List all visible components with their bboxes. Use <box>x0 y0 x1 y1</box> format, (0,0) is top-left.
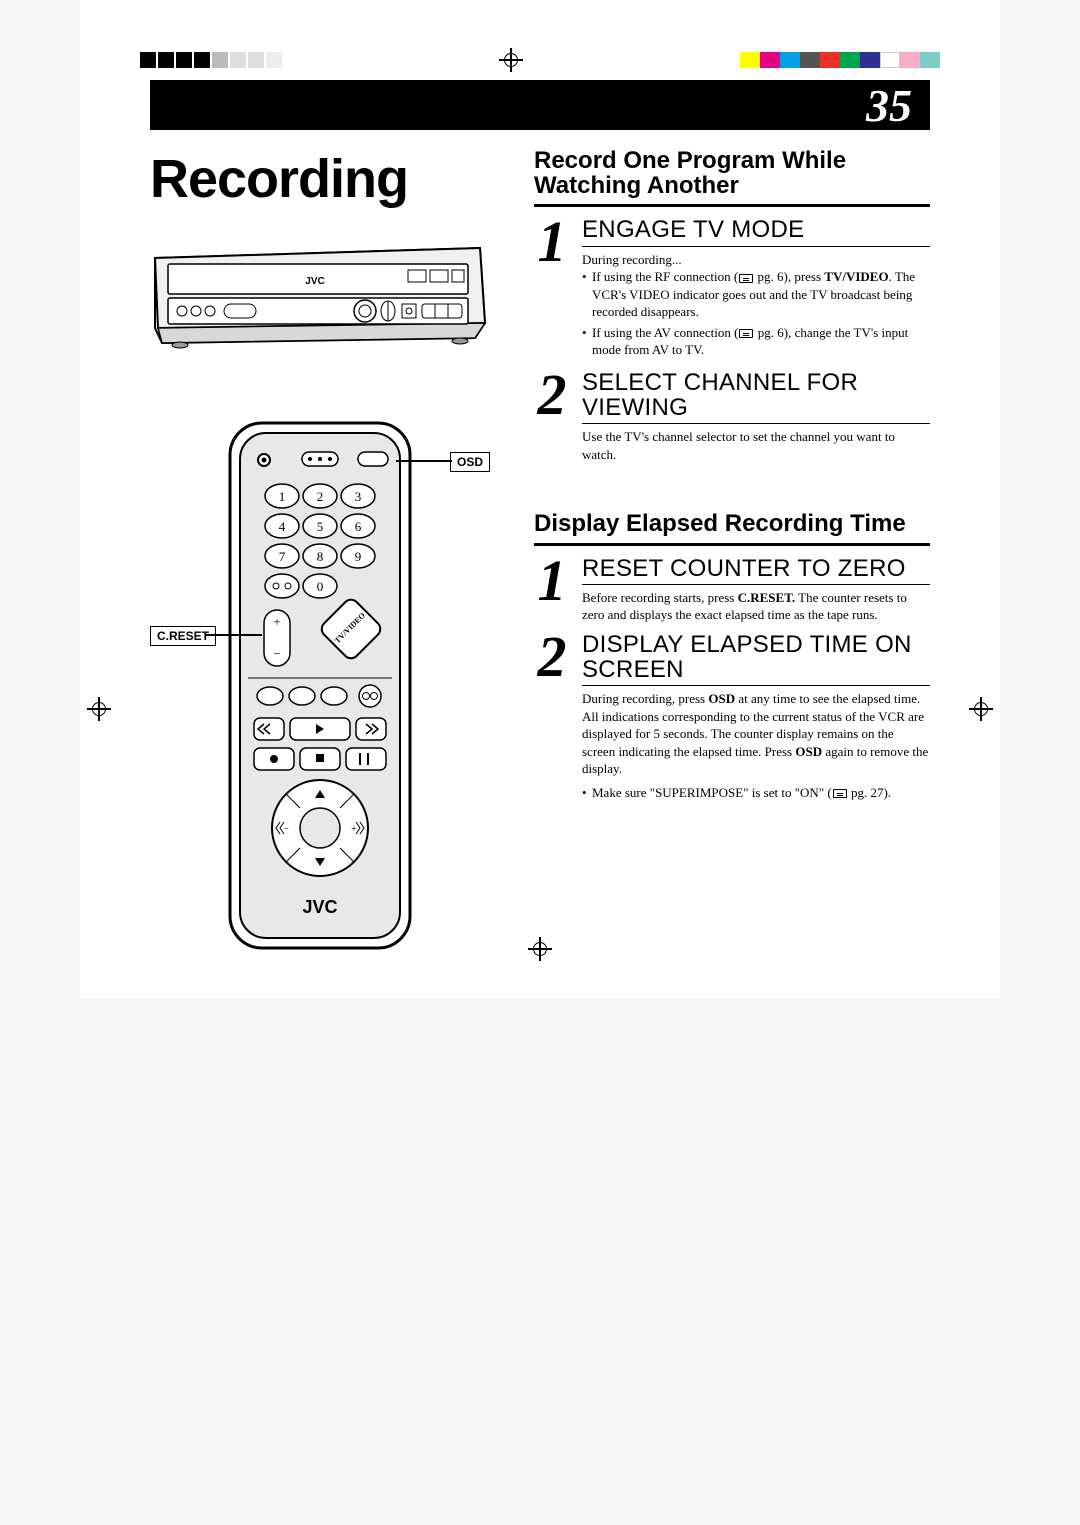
right-column: Record One Program While Watching Anothe… <box>534 148 930 958</box>
manual-page: 35 Recording JVC <box>80 0 1000 998</box>
step-title: DISPLAY ELAPSED TIME ON SCREEN <box>582 632 930 686</box>
header-bar: 35 <box>150 80 930 130</box>
crosshair-icon <box>80 940 1000 958</box>
step-number: 2 <box>534 632 570 805</box>
svg-text:6: 6 <box>355 519 362 534</box>
step-title: ENGAGE TV MODE <box>582 217 930 246</box>
step-text: During recording... If using the RF conn… <box>582 251 930 359</box>
page-ref-icon <box>739 329 753 338</box>
callout-line <box>206 634 262 636</box>
section-heading: Display Elapsed Recording Time <box>534 511 930 545</box>
step: 2 SELECT CHANNEL FOR VIEWING Use the TV'… <box>534 370 930 463</box>
step-text: During recording, press OSD at any time … <box>582 690 930 801</box>
step: 2 DISPLAY ELAPSED TIME ON SCREEN During … <box>534 632 930 805</box>
crosshair-icon <box>90 700 108 718</box>
content-area: Recording JVC <box>150 148 930 958</box>
svg-text:JVC: JVC <box>305 276 324 287</box>
step-number: 2 <box>534 370 570 463</box>
page-number: 35 <box>866 79 912 132</box>
bullet-item: Make sure "SUPERIMPOSE" is set to "ON" (… <box>582 784 930 802</box>
step-title: SELECT CHANNEL FOR VIEWING <box>582 370 930 424</box>
svg-text:0: 0 <box>317 579 324 594</box>
svg-text:8: 8 <box>317 549 324 564</box>
left-column: Recording JVC <box>150 148 510 958</box>
callout-line <box>396 460 452 462</box>
step-number: 1 <box>534 556 570 624</box>
svg-text:1: 1 <box>279 489 286 504</box>
page-ref-icon <box>833 789 847 798</box>
svg-text:+: + <box>273 614 280 629</box>
svg-text:2: 2 <box>317 489 324 504</box>
page-title: Recording <box>150 148 510 210</box>
brand-label: JVC <box>302 897 337 917</box>
step-number: 1 <box>534 217 570 361</box>
section-heading: Record One Program While Watching Anothe… <box>534 148 930 207</box>
grayscale-bar <box>140 52 282 68</box>
svg-text:9: 9 <box>355 549 362 564</box>
step: 1 RESET COUNTER TO ZERO Before recording… <box>534 556 930 624</box>
bullet-item: If using the AV connection ( pg. 6), cha… <box>582 324 930 359</box>
svg-text:3: 3 <box>355 489 362 504</box>
step-title: RESET COUNTER TO ZERO <box>582 556 930 585</box>
callout-osd: OSD <box>450 452 490 472</box>
svg-text:−: − <box>273 646 280 661</box>
crosshair-icon <box>502 51 520 69</box>
step: 1 ENGAGE TV MODE During recording... If … <box>534 217 930 361</box>
page-ref-icon <box>739 274 753 283</box>
step-text: Before recording starts, press C.RESET. … <box>582 589 930 624</box>
crosshair-icon <box>972 700 990 718</box>
bullet-item: If using the RF connection ( pg. 6), pre… <box>582 268 930 321</box>
vcr-illustration: JVC <box>150 228 490 358</box>
svg-text:5: 5 <box>317 519 324 534</box>
color-bar <box>740 52 940 68</box>
step-text: Use the TV's channel selector to set the… <box>582 428 930 463</box>
svg-text:4: 4 <box>279 519 286 534</box>
remote-illustration: OSD C.RESET <box>150 418 490 958</box>
callout-creset: C.RESET <box>150 626 216 646</box>
svg-text:7: 7 <box>279 549 286 564</box>
registration-marks-top <box>80 50 1000 70</box>
